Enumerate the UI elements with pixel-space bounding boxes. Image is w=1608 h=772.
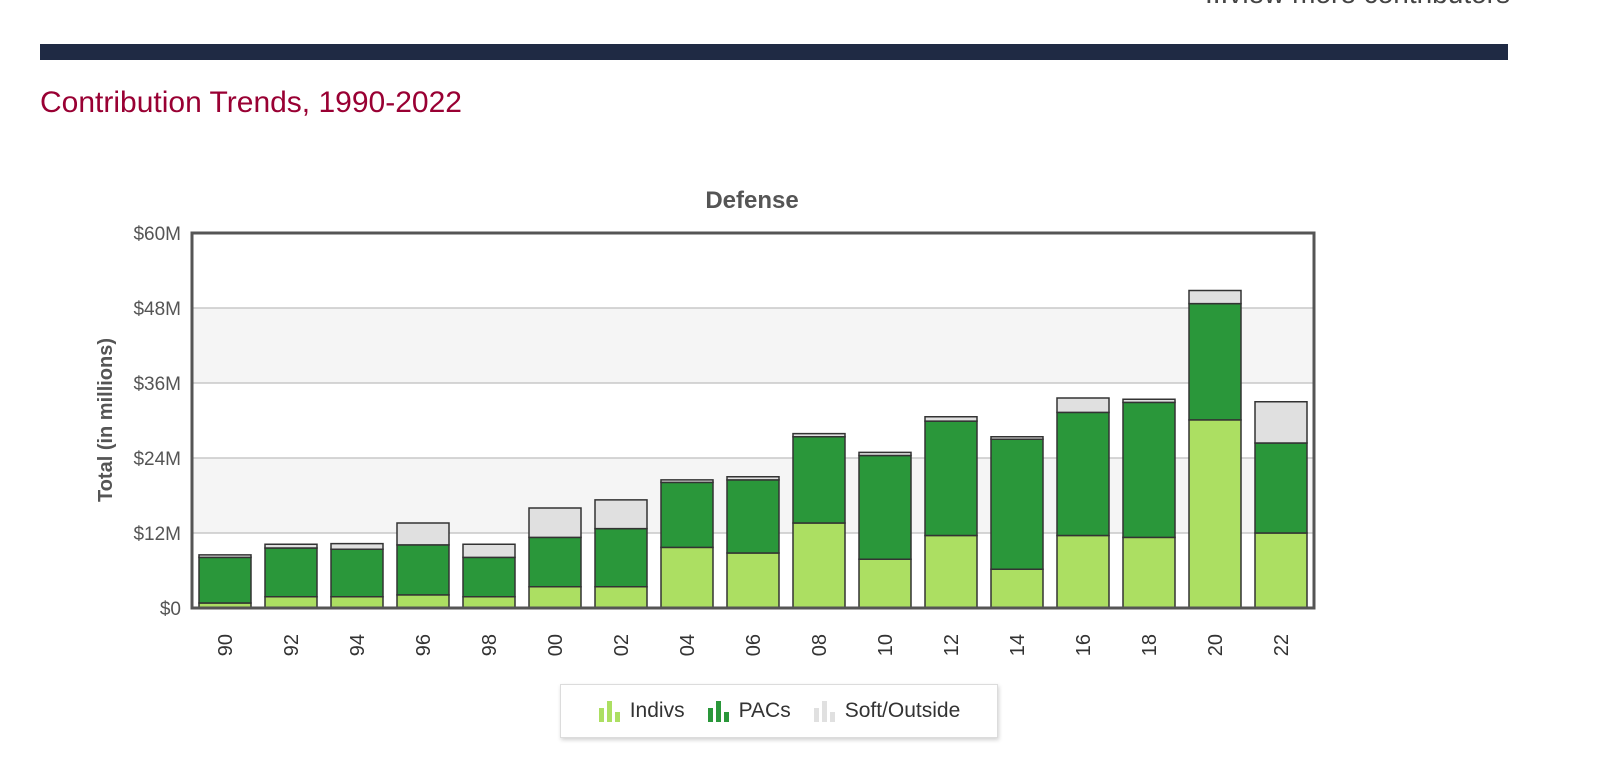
bar-indivs[interactable] (990, 568, 1044, 609)
view-more-contributors-link[interactable]: ...view more contributors (1100, 0, 1510, 10)
bar-pacs[interactable] (1254, 442, 1308, 534)
bar-pacs[interactable] (330, 548, 384, 598)
bar-pacs[interactable] (1122, 401, 1176, 539)
bar-pacs[interactable] (198, 556, 252, 604)
y-axis-label: Total (in millions) (95, 338, 117, 502)
x-tick-label: 08 (809, 634, 831, 656)
y-tick-label: $24M (133, 449, 181, 470)
x-tick-label: 94 (347, 634, 369, 656)
x-tick-label: 18 (1139, 634, 1161, 656)
x-tick-label: 20 (1205, 634, 1227, 656)
bar-soft-outside[interactable] (462, 543, 516, 559)
bar-soft-outside[interactable] (198, 554, 252, 559)
x-tick-label: 96 (413, 634, 435, 656)
bar-soft-outside[interactable] (924, 416, 978, 422)
bar-soft-outside[interactable] (660, 479, 714, 484)
bar-soft-outside[interactable] (990, 436, 1044, 440)
bar-soft-outside[interactable] (396, 522, 450, 546)
x-tick-label: 14 (1007, 634, 1029, 656)
bar-indivs[interactable] (1254, 532, 1308, 609)
x-tick-label: 12 (941, 634, 963, 656)
chart-title: Defense (705, 187, 798, 214)
bar-pacs[interactable] (594, 527, 648, 588)
x-tick-label: 22 (1271, 634, 1293, 656)
y-tick-label: $12M (133, 524, 181, 545)
x-tick-label: 16 (1073, 634, 1095, 656)
grid-band (192, 308, 1314, 383)
bar-indivs[interactable] (528, 586, 582, 609)
y-tick-label: $48M (133, 299, 181, 320)
x-tick-label: 98 (479, 634, 501, 656)
legend-label-indivs: Indivs (629, 699, 685, 722)
bar-pacs[interactable] (1188, 302, 1242, 421)
x-tick-label: 90 (215, 634, 237, 656)
bar-pacs[interactable] (858, 454, 912, 560)
bar-pacs[interactable] (396, 544, 450, 596)
bar-indivs[interactable] (1056, 534, 1110, 609)
bar-pacs[interactable] (660, 481, 714, 549)
bar-pacs[interactable] (1056, 411, 1110, 537)
bar-indivs[interactable] (726, 552, 780, 609)
x-tick-label: 10 (875, 634, 897, 656)
bar-soft-outside[interactable] (528, 507, 582, 539)
x-tick-label: 06 (743, 634, 765, 656)
section-title: Contribution Trends, 1990-2022 (40, 86, 462, 119)
legend-item-soft-outside[interactable]: Soft/Outside (813, 699, 961, 723)
bar-soft-outside[interactable] (330, 542, 384, 550)
bar-indivs[interactable] (594, 586, 648, 609)
plot-frame (190, 231, 1316, 610)
bar-indivs[interactable] (924, 534, 978, 609)
bar-soft-outside[interactable] (1056, 397, 1110, 414)
bar-indivs[interactable] (792, 522, 846, 609)
bar-indivs[interactable] (264, 596, 318, 609)
y-tick-label: $0 (160, 599, 181, 620)
bar-pacs[interactable] (990, 438, 1044, 570)
legend-label-pacs: PACs (738, 699, 791, 722)
y-tick-label: $36M (133, 374, 181, 395)
x-tick-label: 00 (545, 634, 567, 656)
bar-chart-icon (813, 701, 835, 722)
bar-soft-outside[interactable] (858, 451, 912, 457)
bar-indivs[interactable] (1122, 536, 1176, 609)
bar-indivs[interactable] (396, 594, 450, 609)
bar-pacs[interactable] (792, 436, 846, 524)
bar-pacs[interactable] (462, 556, 516, 598)
chart-legend: Indivs PACs Soft/Outside (560, 684, 998, 738)
plot-area: $0 $12M $24M $36M $48M $60M 90 92 94 96 98 00 02 04 06… (133, 224, 1316, 656)
legend-item-indivs[interactable]: Indivs (598, 699, 685, 723)
x-tick-label: 02 (611, 634, 633, 656)
bar-chart-icon (598, 701, 620, 722)
bar-soft-outside[interactable] (792, 432, 846, 438)
y-tick-label: $60M (133, 224, 181, 245)
bar-indivs[interactable] (858, 558, 912, 609)
x-tick-label: 04 (677, 634, 699, 656)
bar-indivs[interactable] (1188, 419, 1242, 609)
header-divider (40, 44, 1508, 60)
bar-soft-outside[interactable] (1188, 289, 1242, 305)
legend-label-soft-outside: Soft/Outside (844, 699, 961, 722)
bar-soft-outside[interactable] (726, 476, 780, 481)
bar-soft-outside[interactable] (1254, 401, 1308, 444)
bar-indivs[interactable] (462, 596, 516, 609)
bar-pacs[interactable] (726, 479, 780, 554)
bar-indivs[interactable] (330, 596, 384, 609)
bar-soft-outside[interactable] (1122, 398, 1176, 404)
bar-pacs[interactable] (528, 536, 582, 588)
x-tick-label: 92 (281, 634, 303, 656)
legend-item-pacs[interactable]: PACs (707, 699, 791, 723)
bar-pacs[interactable] (924, 420, 978, 537)
bar-pacs[interactable] (264, 547, 318, 598)
bar-indivs[interactable] (660, 546, 714, 609)
bar-soft-outside[interactable] (594, 499, 648, 530)
bar-chart-icon (707, 701, 729, 722)
bar-soft-outside[interactable] (264, 543, 318, 549)
